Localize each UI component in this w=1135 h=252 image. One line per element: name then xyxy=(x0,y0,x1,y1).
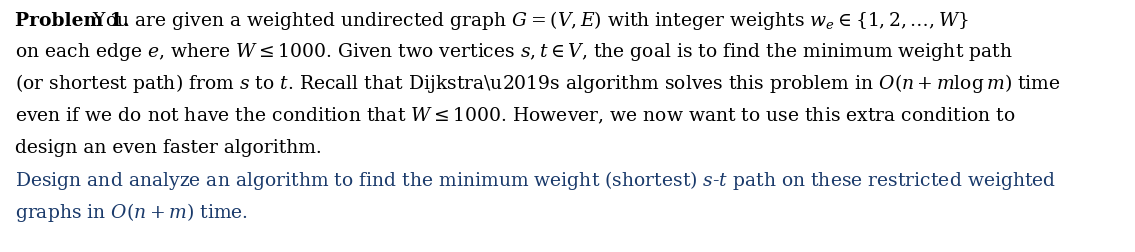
Text: Problem 1.: Problem 1. xyxy=(15,12,129,30)
Text: graphs in $O(n + m)$ time.: graphs in $O(n + m)$ time. xyxy=(15,200,249,223)
Text: even if we do not have the condition that $W \leq 1000$. However, we now want to: even if we do not have the condition tha… xyxy=(15,105,1016,125)
Text: You are given a weighted undirected graph $G = (V, E)$ with integer weights $w_e: You are given a weighted undirected grap… xyxy=(81,9,968,32)
Text: Design and analyze an algorithm to find the minimum weight (shortest) $s$-$t$ pa: Design and analyze an algorithm to find … xyxy=(15,168,1057,191)
Text: design an even faster algorithm.: design an even faster algorithm. xyxy=(15,138,322,156)
Text: (or shortest path) from $s$ to $t$. Recall that Dijkstra\u2019s algorithm solves: (or shortest path) from $s$ to $t$. Reca… xyxy=(15,72,1061,94)
Text: on each edge $e$, where $W \leq 1000$. Given two vertices $s, t \in V$, the goal: on each edge $e$, where $W \leq 1000$. G… xyxy=(15,41,1012,63)
